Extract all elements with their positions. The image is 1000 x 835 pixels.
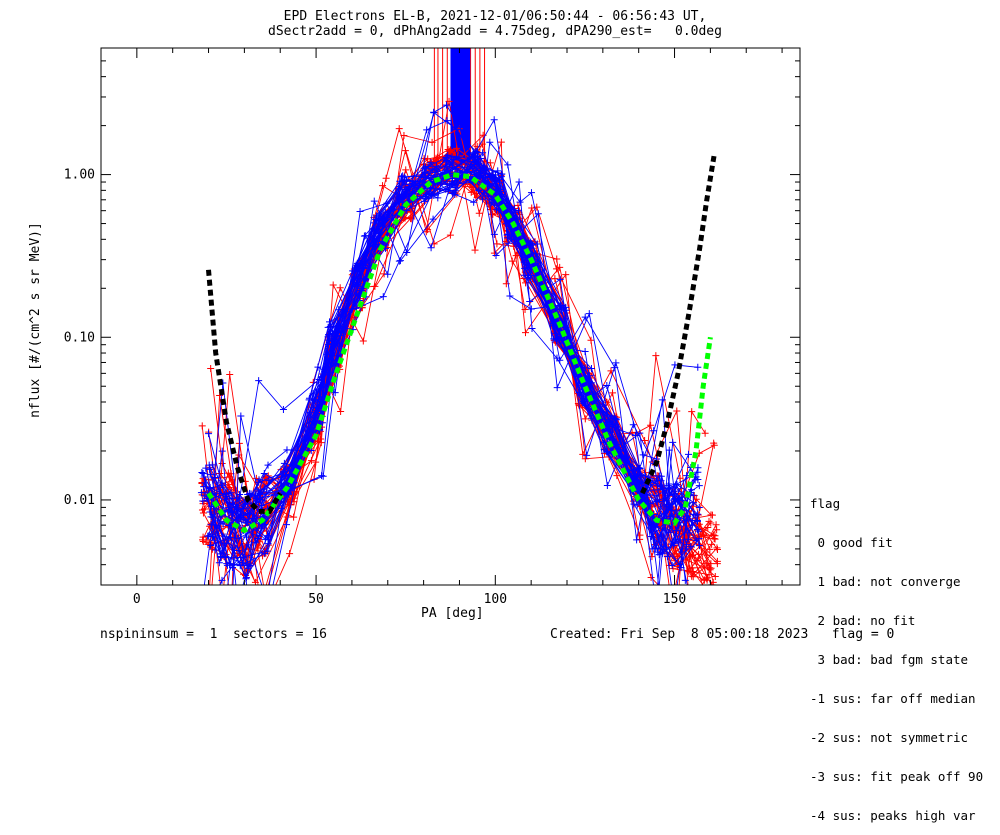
trace-markers-blue (207, 168, 704, 582)
y-tick-label: 0.10 (64, 330, 95, 345)
trace-markers-blue (201, 154, 692, 549)
y-tick-label: 0.01 (64, 493, 95, 508)
legend-item: 1 bad: not converge (810, 574, 961, 589)
trace-red (209, 143, 707, 585)
trace-markers-blue (207, 150, 695, 570)
legend-item: 0 good fit (810, 535, 893, 550)
axis-ticks: 0 50 100 150 0.01 0.10 1.00 (64, 47, 800, 607)
x-tick-label: 100 (484, 592, 507, 607)
fit-curve-black-4 (640, 155, 717, 495)
legend-title: flag (810, 496, 841, 511)
plot-frame (100, 47, 801, 586)
data-curves (197, 48, 721, 585)
y-tick-label: 1.00 (64, 168, 95, 183)
trace-markers-blue (205, 116, 692, 544)
x-tick-label: 0 (133, 592, 141, 607)
trace-blue (232, 141, 688, 585)
legend-item: 3 bad: bad fgm state (810, 652, 969, 667)
x-tick-label: 50 (308, 592, 324, 607)
trace-markers-blue (209, 156, 691, 567)
trace-markers-red (209, 149, 714, 574)
legend-item: -2 sus: not symmetric (810, 730, 969, 745)
chart-title: EPD Electrons EL-B, 2021-12-01/06:50:44 … (283, 9, 707, 24)
plot-border (100, 47, 801, 586)
legend-item: 2 bad: no fit (810, 613, 916, 628)
legend-item: -1 sus: far off median (810, 691, 976, 706)
pitch-angle-chart: 0 50 100 150 0.01 0.10 1.00 (64, 47, 801, 607)
x-tick-label: 150 (663, 592, 686, 607)
y-axis-label: nflux [#/(cm^2 s sr MeV)] (28, 222, 43, 418)
flag-legend: flag 0 good fit 1 bad: not converge 2 ba… (810, 471, 983, 835)
trace-blue (210, 166, 699, 585)
trace-blue (227, 175, 692, 585)
trace-red (210, 160, 706, 585)
trace-markers-blue (199, 149, 695, 560)
trace-markers-blue (200, 160, 700, 570)
trace-markers-blue (207, 163, 702, 513)
x-axis-label: PA [deg] (421, 606, 484, 621)
trace-red (207, 154, 704, 585)
footer-created-info: Created: Fri Sep 8 05:00:18 2023 flag = … (550, 627, 895, 642)
chart-subtitle: dSectr2add = 0, dPhAng2add = 4.75deg, dP… (268, 24, 722, 39)
legend-item: -4 sus: peaks high var (810, 808, 976, 823)
legend-item: -3 sus: fit peak off 90 (810, 769, 984, 784)
trace-blue (212, 166, 698, 541)
fit-curve-green-2 (206, 172, 713, 534)
fit-curve-black-3 (206, 269, 283, 514)
footer-sectors-info: nspininsum = 1 sectors = 16 (100, 627, 327, 642)
saturated-spike-blue (450, 48, 471, 165)
trace-markers-red (209, 160, 708, 584)
